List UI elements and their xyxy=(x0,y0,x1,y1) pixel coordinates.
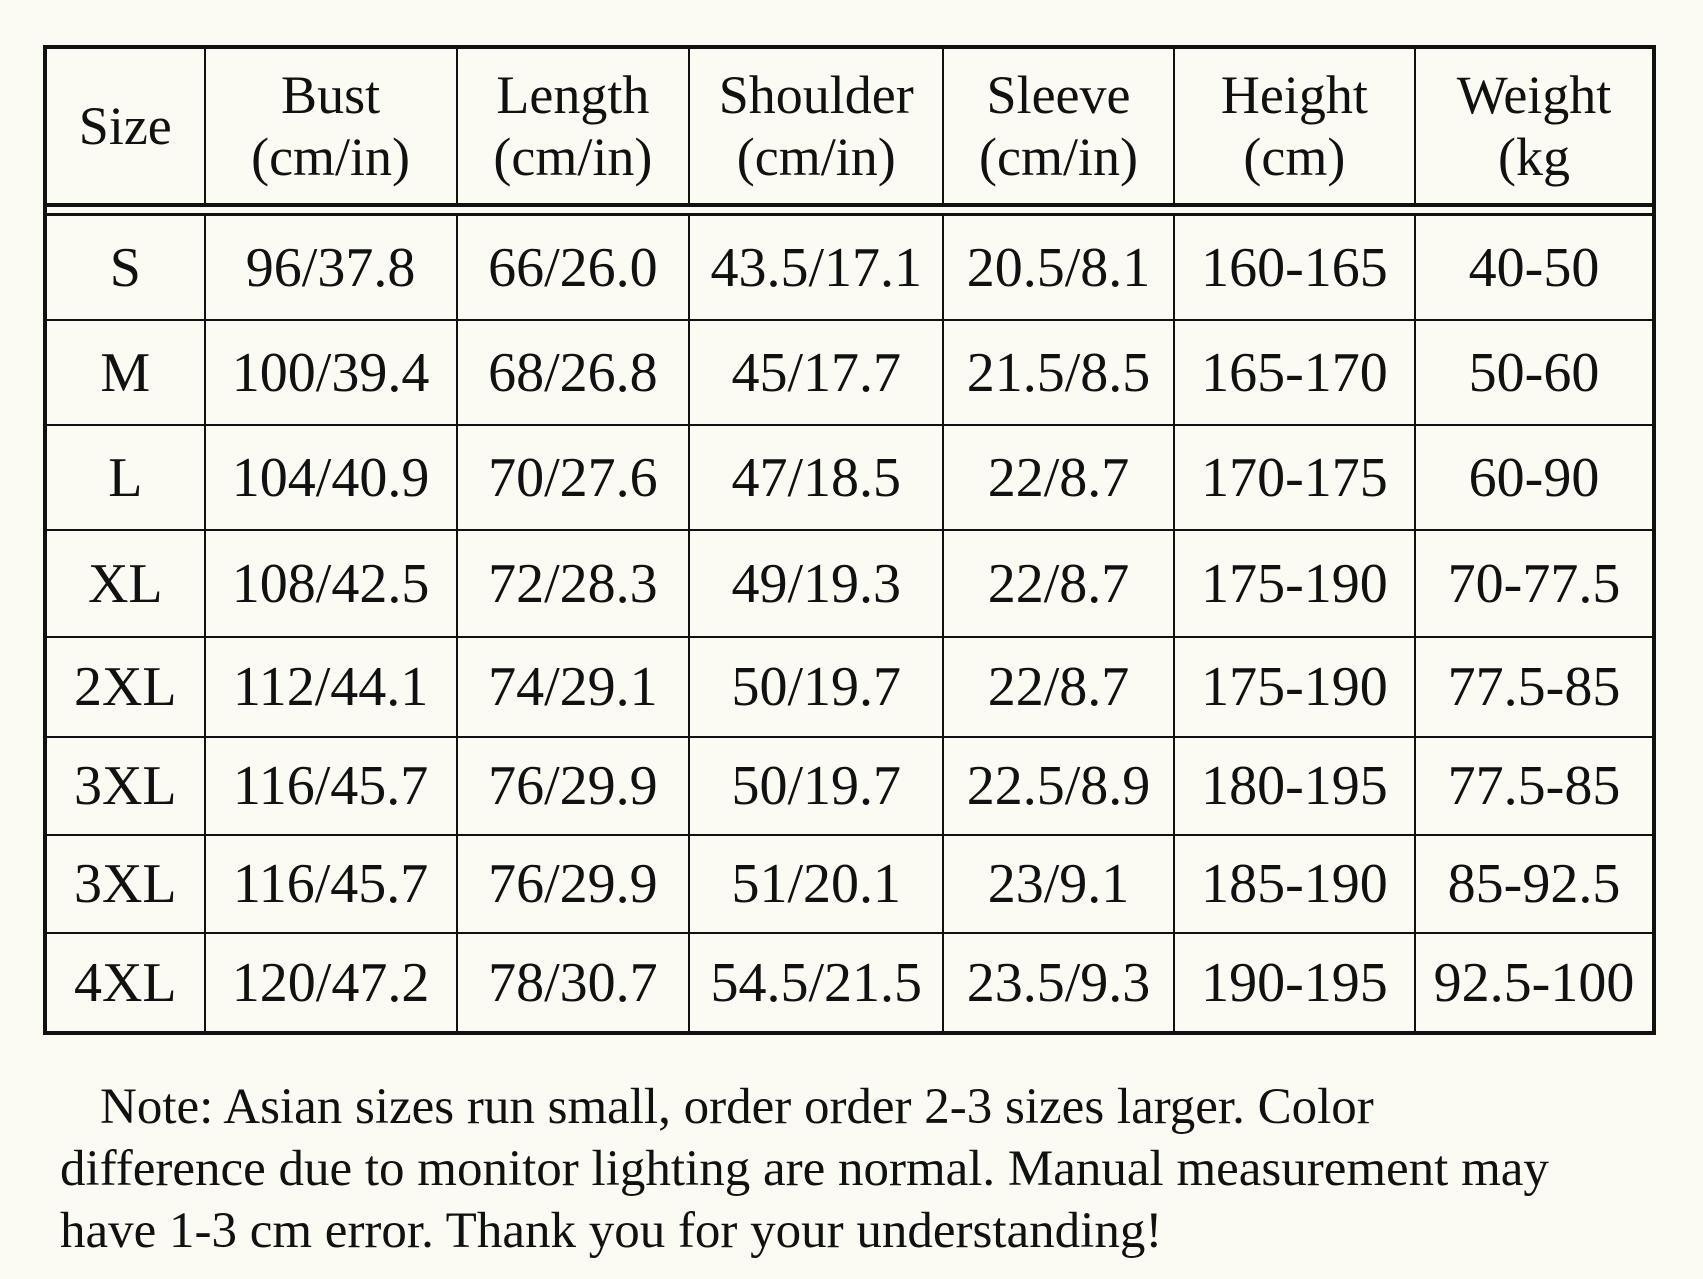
header-cell: Sleeve (cm/in) xyxy=(942,49,1174,205)
value-cell: 51/20.1 xyxy=(688,834,944,933)
note: Note: Asian sizes run small, order order… xyxy=(60,1076,1549,1262)
value-cell: 85-92.5 xyxy=(1414,834,1652,933)
value-cell: 160-165 xyxy=(1172,214,1415,320)
value-cell: 78/30.7 xyxy=(455,932,690,1031)
note-line: have 1-3 cm error. Thank you for your un… xyxy=(60,1203,1163,1259)
size-table: Size Bust (cm/in) Length (cm/in) Shoulder (cm/… xyxy=(43,45,1656,1035)
value-cell: 92.5-100 xyxy=(1414,932,1652,1031)
value-cell: 40-50 xyxy=(1414,214,1652,320)
header-line: (cm) xyxy=(1243,127,1346,187)
table-row: XL 108/42.5 72/28.3 49/19.3 22/8.7 175-190 70-… xyxy=(47,529,1652,637)
value-cell: 20.5/8.1 xyxy=(942,214,1174,320)
header-line: Height xyxy=(1220,65,1368,125)
header-line: Length xyxy=(496,65,650,125)
size-cell: 2XL xyxy=(47,636,205,737)
size-cell: 3XL xyxy=(47,736,205,835)
header-line: (cm/in) xyxy=(736,127,896,187)
value-cell: 120/47.2 xyxy=(203,932,457,1031)
value-cell: 22/8.7 xyxy=(942,636,1174,737)
header-cell: Weight (kg xyxy=(1414,49,1652,205)
note-line: difference due to monitor lighting are n… xyxy=(60,1141,1549,1197)
header-cell: Bust (cm/in) xyxy=(203,49,457,205)
value-cell: 54.5/21.5 xyxy=(688,932,944,1031)
value-cell: 47/18.5 xyxy=(688,424,944,530)
table-row: 2XL 112/44.1 74/29.1 50/19.7 22/8.7 175-190 77… xyxy=(47,636,1652,737)
value-cell: 50/19.7 xyxy=(688,736,944,835)
table-body: S 96/37.8 66/26.0 43.5/17.1 20.5/8.1 160-165 4… xyxy=(47,213,1652,1031)
header-line: Shoulder xyxy=(718,65,914,125)
size-cell: L xyxy=(47,424,205,530)
value-cell: 70/27.6 xyxy=(455,424,690,530)
value-cell: 22/8.7 xyxy=(942,529,1174,637)
value-cell: 60-90 xyxy=(1414,424,1652,530)
size-cell: 4XL xyxy=(47,932,205,1031)
header-line: (cm/in) xyxy=(979,127,1138,187)
value-cell: 23/9.1 xyxy=(942,834,1174,933)
value-cell: 22.5/8.9 xyxy=(942,736,1174,835)
size-cell: S xyxy=(109,236,141,299)
value-cell: 74/29.1 xyxy=(455,636,690,737)
value-cell: 175-190 xyxy=(1172,636,1415,737)
value-cell: 96/37.8 xyxy=(203,214,457,320)
table-row: S 96/37.8 66/26.0 43.5/17.1 20.5/8.1 160-165 4… xyxy=(47,214,1652,320)
value-cell: 72/28.3 xyxy=(455,529,690,637)
value-cell: 185-190 xyxy=(1172,834,1415,933)
header-line: Sleeve xyxy=(986,65,1131,125)
table-row: 3XL 116/45.7 76/29.9 51/20.1 23/9.1 185-190 85… xyxy=(47,834,1652,933)
header-cell: Length (cm/in) xyxy=(455,49,690,205)
value-cell: 76/29.9 xyxy=(455,834,690,933)
header-cell: Height (cm) xyxy=(1172,49,1415,205)
value-cell: 77.5-85 xyxy=(1414,636,1652,737)
size-cell: 3XL xyxy=(47,834,205,933)
value-cell: 43.5/17.1 xyxy=(688,214,944,320)
table-row: 3XL 116/45.7 76/29.9 50/19.7 22.5/8.9 180-195… xyxy=(47,736,1652,835)
value-cell: 165-170 xyxy=(1172,319,1415,425)
header-line: Size xyxy=(78,96,172,156)
table-row: L 104/40.9 70/27.6 47/18.5 22/8.7 170-175 60-9… xyxy=(47,424,1652,530)
header-line: (cm/in) xyxy=(251,127,411,187)
table-row: 4XL 120/47.2 78/30.7 54.5/21.5 23.5/9.3 190-1… xyxy=(47,932,1652,1031)
value-cell: 22/8.7 xyxy=(942,424,1174,530)
value-cell: 116/45.7 xyxy=(203,736,457,835)
value-cell: 112/44.1 xyxy=(203,636,457,737)
header-cell: Shoulder (cm/in) xyxy=(688,49,944,205)
value-cell: 45/17.7 xyxy=(688,319,944,425)
header-row: Size Bust (cm/in) Length (cm/in) Shoulder (cm/… xyxy=(47,49,1652,205)
value-cell: 23.5/9.3 xyxy=(942,932,1174,1031)
value-cell: 108/42.5 xyxy=(203,529,457,637)
header-line: Bust xyxy=(281,65,381,125)
size-cell: M xyxy=(47,319,205,425)
table-row: M 100/39.4 68/26.8 45/17.7 21.5/8.5 165-170 50… xyxy=(47,319,1652,425)
value-cell: 170-175 xyxy=(1172,424,1415,530)
value-cell: 77.5-85 xyxy=(1414,736,1652,835)
table-header: Size Bust (cm/in) Length (cm/in) Shoulder (cm/… xyxy=(47,49,1652,207)
note-line: Note: Asian sizes run small, order order… xyxy=(100,1079,1374,1135)
value-cell: 116/45.7 xyxy=(203,834,457,933)
header-cell: Size xyxy=(47,49,205,205)
header-line: Weight xyxy=(1456,65,1612,125)
value-cell: 50/19.7 xyxy=(688,636,944,737)
value-cell: 50-60 xyxy=(1414,319,1652,425)
value-cell: 70-77.5 xyxy=(1414,529,1652,637)
value-cell: 104/40.9 xyxy=(203,424,457,530)
value-cell: 66/26.0 xyxy=(455,214,690,320)
header-line: (kg xyxy=(1498,127,1570,187)
value-cell: 21.5/8.5 xyxy=(942,319,1174,425)
value-cell: 68/26.8 xyxy=(455,319,690,425)
value-cell: 49/19.3 xyxy=(688,529,944,637)
header-line: (cm/in) xyxy=(493,127,653,187)
value-cell: 175-190 xyxy=(1172,529,1415,637)
value-cell: 100/39.4 xyxy=(203,319,457,425)
value-cell: 76/29.9 xyxy=(455,736,690,835)
value-cell: 190-195 xyxy=(1172,932,1415,1031)
value-cell: 180-195 xyxy=(1172,736,1415,835)
size-cell: XL xyxy=(47,529,205,637)
